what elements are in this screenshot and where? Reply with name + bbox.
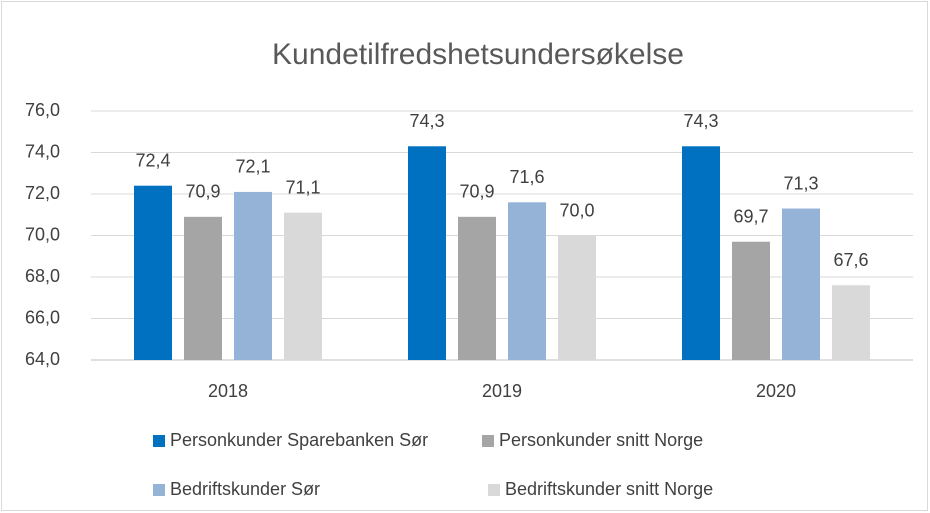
x-tick-label: 2019	[482, 381, 522, 401]
legend-label: Personkunder snitt Norge	[499, 430, 703, 450]
x-tick-label: 2020	[756, 381, 796, 401]
value-label: 74,3	[683, 111, 718, 131]
value-label: 70,0	[559, 200, 594, 220]
bar	[458, 216, 496, 360]
y-tick-label: 74,0	[25, 141, 60, 161]
bar	[134, 185, 172, 360]
value-label: 72,1	[235, 157, 270, 177]
value-label: 72,4	[135, 150, 170, 170]
value-label: 71,3	[783, 173, 818, 193]
y-tick-label: 66,0	[25, 307, 60, 327]
x-tick-label: 2018	[208, 381, 248, 401]
legend-swatch	[488, 484, 500, 496]
legend-label: Bedriftskunder snitt Norge	[505, 479, 713, 499]
value-label: 74,3	[409, 111, 444, 131]
legend-label: Personkunder Sparebanken Sør	[170, 430, 428, 450]
bar	[284, 212, 322, 360]
bar	[558, 235, 596, 360]
bar	[732, 241, 770, 360]
value-label: 71,6	[509, 167, 544, 187]
bar	[832, 285, 870, 360]
bar	[234, 191, 272, 360]
bar	[682, 146, 720, 360]
value-label: 70,9	[185, 182, 220, 202]
bar	[782, 208, 820, 360]
value-label: 70,9	[459, 182, 494, 202]
bar	[408, 146, 446, 360]
legend-swatch	[482, 435, 494, 447]
value-label: 67,6	[833, 250, 868, 270]
chart-title: Kundetilfredshetsundersøkelse	[272, 38, 684, 71]
y-tick-label: 76,0	[25, 100, 60, 120]
y-tick-label: 68,0	[25, 266, 60, 286]
value-label: 71,1	[285, 177, 320, 197]
bar	[508, 202, 546, 360]
y-tick-label: 64,0	[25, 349, 60, 369]
bar	[184, 216, 222, 360]
value-label: 69,7	[733, 206, 768, 226]
legend-swatch	[153, 435, 165, 447]
y-tick-label: 72,0	[25, 183, 60, 203]
legend-swatch	[153, 484, 165, 496]
y-tick-label: 70,0	[25, 224, 60, 244]
legend-label: Bedriftskunder Sør	[170, 479, 320, 499]
